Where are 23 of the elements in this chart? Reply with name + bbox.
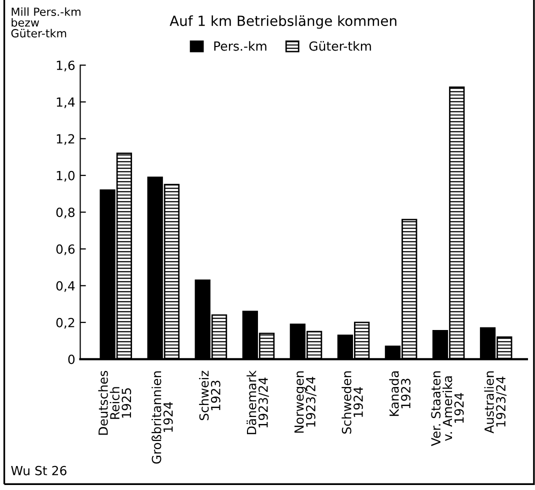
y-tick-label: 1,0 — [56, 170, 75, 182]
x-tick-label: Dänemark 1923/24 — [246, 370, 269, 434]
x-tick-label: Kanada 1923 — [389, 371, 410, 416]
chart-title: Auf 1 km Betriebslänge kommen — [170, 15, 396, 29]
y-tick-label: 0,2 — [56, 318, 74, 329]
x-tick-label: Schweden 1924 — [342, 371, 363, 434]
y-tick-label: 0 — [68, 354, 75, 364]
x-tick-label: Norwegen 1923/24 — [294, 371, 316, 433]
legend-label: Güter-tkm — [309, 41, 371, 51]
x-tick-label: Ver. Staaten v. Amerika 1924 — [431, 371, 464, 446]
y-tick-label: 1,6 — [56, 60, 75, 72]
y-tick-label: 0,8 — [56, 208, 75, 218]
y-axis-title: Mill Pers.-km bezw Güter-tkm — [11, 7, 80, 38]
text: Wu St 26 — [11, 466, 66, 476]
legend-label: Pers.-km — [214, 41, 266, 51]
y-tick-label: 0,4 — [56, 281, 75, 292]
y-tick-label: 1,4 — [56, 98, 75, 108]
x-tick-label: Australien 1923/24 — [484, 371, 507, 434]
y-tick-label: 1,2 — [56, 134, 74, 145]
y-tick-label: 0,6 — [56, 244, 75, 256]
x-tick-label: Großbritannien 1924 — [152, 371, 173, 464]
x-tick-label: Deutsches Reich 1925 — [98, 370, 132, 435]
x-tick-label: Schweiz 1923 — [199, 370, 220, 420]
